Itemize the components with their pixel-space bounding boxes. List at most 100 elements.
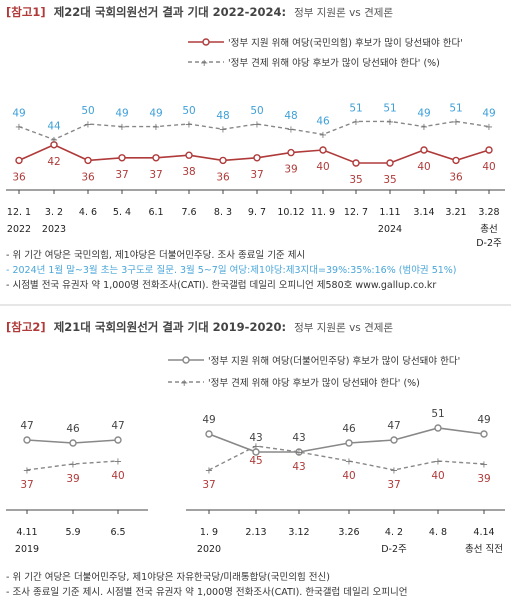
chart-1-series-1-point bbox=[452, 156, 460, 165]
chart-1-subtitle: 정부 지원론 vs 견제론 bbox=[294, 7, 393, 19]
chart-1-series-1-data-label: 39 bbox=[284, 164, 297, 176]
chart-1-title: 제22대 국회의원선거 결과 기대 2022-2024: bbox=[54, 5, 286, 19]
chart-2-note-1: - 위 기간 여당은 더불어민주당, 제1야당은 자유한국당/미래통합당(국민의… bbox=[6, 571, 330, 583]
chart-1-series-2-point: + bbox=[219, 125, 227, 136]
chart-1-series-1-point bbox=[287, 148, 295, 157]
chart-1-series-1-data-label: 36 bbox=[216, 171, 230, 183]
chart-1-series-2-point: + bbox=[386, 117, 394, 128]
chart-1-series-2-point: + bbox=[152, 122, 160, 133]
chart-2-subtitle: 정부 지원론 vs 견제론 bbox=[294, 322, 393, 334]
chart-1-series-2-point: + bbox=[84, 120, 92, 131]
legend-2-solid-marker bbox=[182, 356, 190, 364]
chart-2-series-1-data-label: 51 bbox=[431, 408, 444, 420]
chart-1-series-2-point: + bbox=[185, 120, 193, 131]
chart-1-tick-label: 11. 9 bbox=[311, 207, 335, 218]
chart-1-series-1-data-label: 36 bbox=[449, 171, 463, 183]
chart-1-tick-label: 3.21 bbox=[445, 207, 466, 218]
chart-1-tag: [참고1] bbox=[6, 5, 46, 19]
chart-2-series-1-point bbox=[345, 439, 353, 447]
chart-1-tick-label: 3. 2 bbox=[45, 207, 63, 218]
chart-2-note-2: - 조사 종료일 기준 제시. 시점별 전국 유권자 약 1,000명 전화조사… bbox=[6, 586, 408, 598]
chart-1-series-1-point bbox=[253, 154, 261, 162]
chart-2-series-2-data-label: 39 bbox=[66, 473, 79, 485]
chart-2-series-2-point: + bbox=[390, 466, 398, 477]
chart-2-series-1-point bbox=[434, 424, 442, 432]
chart-1-series-1-point bbox=[352, 159, 360, 167]
chart-1-series-1-data-label: 42 bbox=[47, 156, 60, 168]
svg-text:[참고2] 제21대 국회의원선거 결과 기대: [참고2] 제21대 국회의원선거 결과 기대 2019-2020: 정부 지원… bbox=[6, 320, 393, 334]
chart-2-series-1-data-label: 46 bbox=[342, 423, 356, 435]
chart-1-series-1-data-label: 37 bbox=[115, 169, 128, 181]
chart-2-series-2-data-label: 39 bbox=[477, 473, 490, 485]
chart-1-tick-sublabel: 2023 bbox=[42, 224, 66, 235]
chart-1-tick-label: 7.6 bbox=[181, 207, 196, 218]
legend-1-series-2: '정부 견제 위해 야당 후보가 많이 당선돼야 한다' (%) bbox=[228, 57, 440, 69]
chart-2-series-2-point: + bbox=[69, 460, 77, 471]
legend-1-series-1: '정부 지원 위해 여당(국민의힘) 후보가 많이 당선돼야 한다' bbox=[228, 37, 463, 49]
chart-1-series-2-point: + bbox=[118, 122, 126, 133]
chart-2-tick-label: 4. 8 bbox=[429, 527, 447, 538]
chart-2-series-1-point bbox=[252, 448, 260, 456]
chart-2-series-1-point bbox=[480, 430, 488, 438]
chart-2-series-2-data-label: 43 bbox=[292, 461, 305, 473]
chart-2-series-2-data-label: 40 bbox=[111, 470, 124, 482]
chart-1-series-2-point: + bbox=[452, 117, 460, 128]
chart-1-series-2-point: + bbox=[352, 117, 360, 128]
chart-1-plot: 36 42 36 37 37 38 36 37 39 40 35 35 40 36 40 +49 +44 +50 +… bbox=[12, 102, 495, 186]
legend-2-plus-marker: + bbox=[180, 378, 188, 389]
chart-1-series-2-data-label: 49 bbox=[12, 108, 25, 120]
chart-1-series-1-point bbox=[15, 156, 23, 165]
chart-1-tick-label: 5. 4 bbox=[113, 207, 131, 218]
chart-1-series-2-data-label: 49 bbox=[115, 108, 128, 120]
chart-1-tick-label: 3.28 bbox=[478, 207, 499, 218]
chart-1: [참고1] 제22대 국회의원선거 결과 기대 2022-2024: 정부 지원… bbox=[6, 5, 505, 291]
chart-2-series-2-data-label: 37 bbox=[20, 479, 33, 491]
chart-1-series-1-point bbox=[50, 141, 58, 149]
chart-2-series-1-data-label: 47 bbox=[387, 420, 400, 432]
chart-1-series-1-data-label: 36 bbox=[12, 171, 26, 183]
chart-1-series-1-data-label: 35 bbox=[383, 174, 396, 186]
chart-2-series-2-data-label: 37 bbox=[202, 479, 215, 491]
chart-1-series-2-point: + bbox=[253, 120, 261, 131]
chart-1-series-2-data-label: 48 bbox=[284, 110, 297, 122]
chart-2-series-1-point bbox=[114, 436, 122, 444]
chart-2-series-2-point: + bbox=[434, 457, 442, 468]
chart-1-series-2-data-label: 51 bbox=[449, 102, 462, 114]
chart-1-series-1-point bbox=[420, 146, 428, 154]
chart-1-series-1-point bbox=[84, 156, 92, 165]
chart-1-series-2-point: + bbox=[50, 135, 58, 146]
chart-2-series-2-point: + bbox=[114, 457, 122, 468]
chart-2-series-2-data-label: 45 bbox=[249, 455, 262, 467]
chart-2-tick-label: 4.11 bbox=[16, 527, 37, 538]
chart-2-series-1-point bbox=[205, 430, 213, 438]
chart-1-series-2-point: + bbox=[319, 130, 327, 141]
chart-2-title: 제21대 국회의원선거 결과 기대 2019-2020: bbox=[54, 320, 286, 334]
chart-1-series-2-data-label: 50 bbox=[250, 105, 263, 117]
legend-2-series-2: '정부 견제 위해 야당 후보가 많이 당선돼야 한다' (%) bbox=[208, 377, 420, 389]
chart-2-ticks: 4.11 2019 5.9 6.5 1. 9 2020 2.13 3.12 3.26 4. 2 D-… bbox=[15, 510, 503, 555]
chart-1-series-1-data-label: 40 bbox=[417, 161, 430, 173]
chart-1-tick-label: 6.1 bbox=[148, 207, 163, 218]
chart-1-series-2-data-label: 49 bbox=[417, 108, 430, 120]
chart-2-series-2-point: + bbox=[345, 457, 353, 468]
chart-2-tick-label: 3.26 bbox=[338, 527, 359, 538]
chart-1-ticks: 12. 1 2022 3. 2 2023 4. 6 5. 4 6.1 7.6 8. 3 9. 7 1… bbox=[7, 190, 502, 249]
chart-2-series-2-point: + bbox=[480, 460, 488, 471]
chart-1-series-2-data-label: 51 bbox=[349, 102, 362, 114]
chart-1-series-1-point bbox=[386, 159, 394, 167]
chart-1-series-1-point bbox=[219, 156, 227, 165]
chart-2-tick-sublabel: D-2주 bbox=[381, 544, 407, 555]
chart-2-series-2-point: + bbox=[295, 448, 303, 459]
chart-2-tick-sublabel: 총선 직전 bbox=[465, 544, 503, 555]
chart-2-tick-label: 3.12 bbox=[288, 527, 309, 538]
chart-1-series-1-data-label: 40 bbox=[482, 161, 495, 173]
chart-1-series-2-point: + bbox=[287, 125, 295, 136]
chart-2-tick-sublabel: 2020 bbox=[197, 544, 221, 555]
chart-2-series-2-point: + bbox=[23, 466, 31, 477]
chart-1-tick-sublabel: D-2주 bbox=[476, 238, 502, 249]
chart-1-note-3: - 시점별 전국 유권자 약 1,000명 전화조사(CATI). 한국갤럽 데… bbox=[6, 279, 436, 291]
chart-1-series-1-point bbox=[319, 146, 327, 154]
chart-2-series-2-point: + bbox=[205, 466, 213, 477]
chart-1-series-2-data-label: 50 bbox=[81, 105, 94, 117]
